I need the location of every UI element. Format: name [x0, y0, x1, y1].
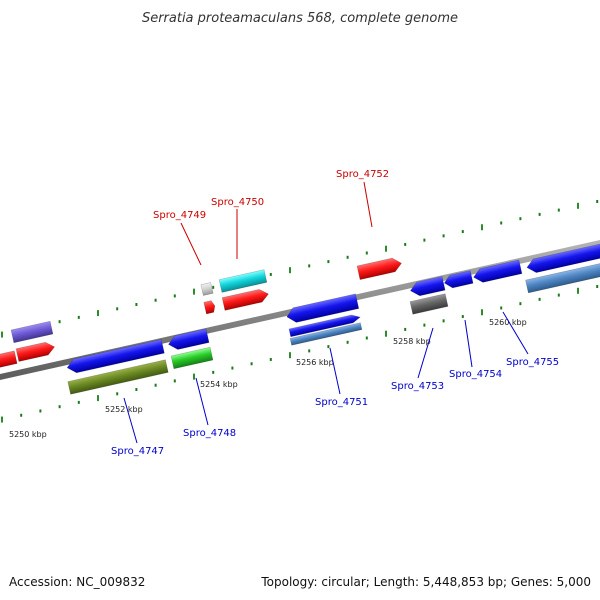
leader-spro-4755 — [502, 311, 529, 355]
label-leaders — [123, 181, 529, 444]
gene-steel-4755-shape — [525, 262, 600, 294]
gene-label-spro-4748[interactable]: Spro_4748 — [183, 428, 236, 439]
leader-spro-4747 — [123, 397, 138, 444]
gene-blue-4751b-shape — [288, 314, 361, 338]
gene-spro-4749-shape — [203, 300, 216, 315]
gene-spro-4754b-shape — [473, 259, 523, 283]
gene-red-4750b-shape — [221, 289, 269, 311]
gene-label-spro-4754[interactable]: Spro_4754 — [449, 369, 502, 380]
gene-red-4750b[interactable] — [221, 288, 270, 311]
gene-gray[interactable] — [409, 293, 449, 315]
gene-label-spro-4752[interactable]: Spro_4752 — [336, 169, 389, 180]
gene-spro-4747[interactable] — [66, 339, 165, 374]
scale-labels: 5250 kbp 5252 kbp 5254 kbp 5256 kbp 5258… — [9, 318, 527, 439]
map-title: Serratia proteamaculans 568, complete ge… — [142, 11, 458, 26]
genome-summary-text: Topology: circular; Length: 5,448,853 bp… — [260, 575, 591, 589]
gene-label-spro-4750[interactable]: Spro_4750 — [211, 197, 264, 208]
gene-purple-left-shape — [10, 320, 54, 344]
gene-spro-4755-shape — [526, 243, 600, 273]
gene-spro-4755[interactable] — [525, 243, 600, 275]
gene-red-left-a-shape — [15, 341, 56, 362]
scale-label-5252: 5252 kbp — [105, 405, 143, 414]
leader-spro-4752 — [363, 181, 373, 228]
gene-spro-4754[interactable] — [443, 270, 474, 290]
gene-red-left-a[interactable] — [15, 341, 56, 362]
gene-label-spro-4751[interactable]: Spro_4751 — [315, 397, 368, 408]
scale-label-5254: 5254 kbp — [200, 380, 238, 389]
gene-spro-4750-shape — [218, 269, 268, 293]
gene-steel-4755[interactable] — [525, 262, 600, 294]
gene-spro-4747-shape — [66, 339, 165, 374]
gene-red-left-b[interactable] — [0, 350, 18, 369]
gene-labels: Spro_4749 Spro_4750 Spro_4752 Spro_4747 … — [111, 169, 559, 457]
gene-steel-4751c[interactable] — [289, 322, 363, 346]
gene-spro-4753-shape — [409, 276, 446, 297]
scale-label-5258: 5258 kbp — [393, 337, 431, 346]
gene-blue-4751b[interactable] — [288, 313, 361, 338]
gene-label-spro-4747[interactable]: Spro_4747 — [111, 446, 164, 457]
gene-spro-4752-shape — [356, 257, 402, 280]
scale-label-5256: 5256 kbp — [296, 358, 334, 367]
gene-features — [0, 243, 600, 395]
scale-label-5250: 5250 kbp — [9, 430, 47, 439]
gene-spro-4753[interactable] — [409, 276, 446, 297]
gene-purple-left[interactable] — [10, 320, 54, 344]
leader-spro-4748 — [195, 377, 209, 426]
gene-steel-4751c-shape — [289, 322, 363, 346]
gene-red-left-b-shape — [0, 350, 18, 369]
gene-olive[interactable] — [67, 359, 169, 395]
gene-spro-4754b[interactable] — [472, 259, 523, 284]
leader-spro-4751 — [329, 347, 341, 395]
gene-green-shape — [170, 346, 214, 370]
gene-label-spro-4753[interactable]: Spro_4753 — [391, 381, 444, 392]
gene-spro-4751[interactable] — [285, 293, 360, 324]
gene-gray-shape — [409, 293, 449, 315]
leader-spro-4753 — [417, 327, 434, 379]
gene-spro-4748[interactable] — [167, 328, 210, 351]
gene-spro-4750[interactable] — [218, 269, 268, 293]
gene-gray-small[interactable] — [200, 282, 214, 296]
accession-text: Accession: NC_009832 — [9, 575, 145, 589]
gene-green[interactable] — [170, 346, 214, 370]
gene-gray-small-shape — [200, 282, 214, 296]
gene-olive-shape — [67, 359, 169, 395]
gene-spro-4752[interactable] — [356, 256, 403, 280]
gene-spro-4749[interactable] — [203, 300, 216, 315]
gene-spro-4754-shape — [443, 270, 474, 289]
gene-spro-4751-shape — [286, 293, 360, 323]
gene-spro-4748-shape — [168, 328, 210, 350]
leader-spro-4749 — [180, 222, 202, 266]
gene-label-spro-4749[interactable]: Spro_4749 — [153, 210, 206, 221]
gene-label-spro-4755[interactable]: Spro_4755 — [506, 357, 559, 368]
inner-scale-track — [1, 285, 599, 423]
scale-label-5260: 5260 kbp — [489, 318, 527, 327]
leader-spro-4754 — [464, 319, 473, 368]
